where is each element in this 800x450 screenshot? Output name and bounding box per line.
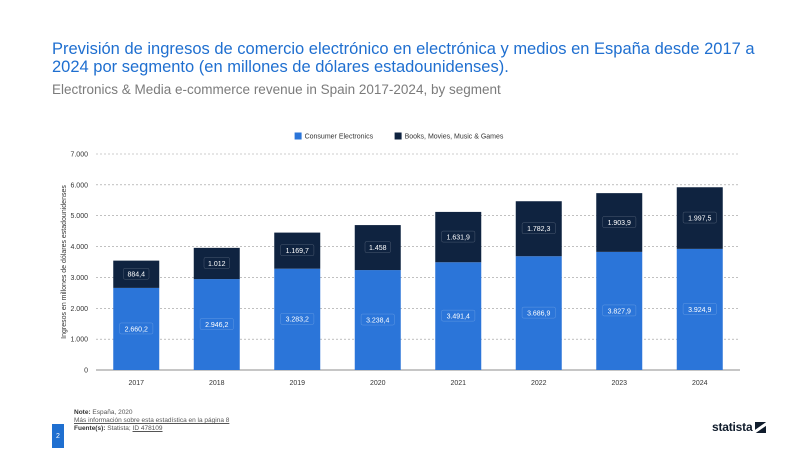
- data-label-box: [602, 216, 637, 228]
- data-label: 884,4: [127, 272, 145, 279]
- x-tick-label: 2022: [531, 380, 547, 387]
- data-label-box: [280, 244, 315, 256]
- y-tick-label: 3.000: [70, 275, 88, 282]
- y-tick-label: 6.000: [70, 182, 88, 189]
- legend-label: Consumer Electronics: [305, 134, 374, 141]
- data-label: 3.924,9: [688, 307, 711, 314]
- data-label: 3.686,9: [527, 311, 550, 318]
- data-label: 1.169,7: [286, 248, 309, 255]
- data-label: 1.458: [369, 245, 387, 252]
- y-tick-label: 7.000: [70, 152, 88, 159]
- data-label-box: [364, 241, 391, 253]
- legend-swatch: [294, 132, 302, 140]
- data-label-box: [521, 306, 556, 319]
- x-tick-label: 2023: [611, 380, 627, 387]
- data-label-box: [360, 313, 395, 326]
- y-tick-label: 1.000: [70, 337, 88, 344]
- y-tick-label: 0: [84, 368, 88, 375]
- data-label-box: [602, 304, 637, 317]
- data-label-box: [123, 268, 150, 280]
- statista-logo: statista: [712, 420, 767, 434]
- legend-label: Books, Movies, Music & Games: [405, 134, 504, 141]
- note-label: Note:: [74, 409, 91, 416]
- x-tick-label: 2020: [370, 380, 386, 387]
- data-label-box: [203, 257, 230, 269]
- data-label: 3.491,4: [447, 314, 470, 321]
- source-id-link[interactable]: ID 478109: [132, 425, 163, 432]
- note-text: España, 2020: [92, 409, 133, 416]
- data-label: 1.012: [208, 261, 226, 268]
- y-tick-label: 4.000: [70, 244, 88, 251]
- x-tick-label: 2021: [450, 380, 466, 387]
- y-axis-label: Ingresos en millones de dólares estadoun…: [61, 185, 68, 339]
- data-label-box: [119, 322, 154, 335]
- more-info-link[interactable]: Más información sobre esta estadística e…: [74, 417, 230, 424]
- data-label-box: [682, 303, 717, 315]
- statista-mark-icon: [755, 421, 767, 433]
- x-tick-label: 2017: [128, 380, 144, 387]
- source-text: Statista;: [107, 425, 131, 432]
- data-label: 1.903,9: [608, 220, 631, 227]
- data-label-box: [521, 222, 556, 234]
- data-label-box: [441, 230, 476, 243]
- data-label-box: [199, 318, 234, 330]
- chart-subtitle: Electronics & Media e-commerce revenue i…: [52, 82, 501, 97]
- data-label: 3.283,2: [286, 317, 309, 324]
- y-tick-label: 2.000: [70, 306, 88, 313]
- data-label-box: [280, 313, 315, 325]
- data-label: 3.238,4: [366, 317, 389, 324]
- source-label: Fuente(s):: [74, 425, 106, 432]
- data-label: 3.827,9: [608, 308, 631, 315]
- page-number-badge: 2: [52, 424, 64, 448]
- legend-swatch: [394, 132, 402, 140]
- footer-notes: Note: España, 2020 Más información sobre…: [74, 409, 229, 433]
- data-label: 1.997,5: [688, 215, 711, 222]
- data-label-box: [441, 309, 476, 322]
- data-label: 2.946,2: [205, 322, 228, 329]
- brand-name: statista: [712, 420, 753, 434]
- data-label: 1.782,3: [527, 226, 550, 233]
- x-tick-label: 2018: [209, 380, 225, 387]
- data-label-box: [682, 211, 717, 224]
- data-label: 2.660,2: [125, 326, 148, 333]
- chart-title: Previsión de ingresos de comercio electr…: [52, 40, 755, 76]
- y-tick-label: 5.000: [70, 213, 88, 220]
- data-label: 1.631,9: [447, 234, 470, 241]
- x-tick-label: 2024: [692, 380, 708, 387]
- x-tick-label: 2019: [289, 380, 305, 387]
